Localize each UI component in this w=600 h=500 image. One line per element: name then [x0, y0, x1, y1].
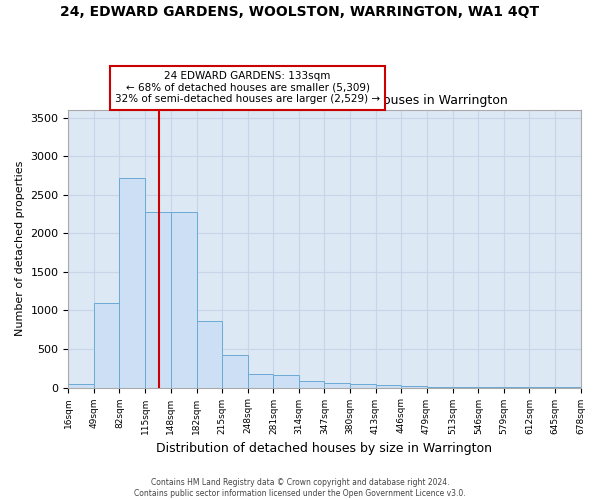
Bar — [119, 178, 145, 388]
Bar — [223, 355, 248, 388]
Bar — [427, 387, 453, 388]
Bar — [94, 302, 119, 388]
Bar — [68, 384, 94, 388]
Bar — [197, 321, 223, 388]
Title: Size of property relative to detached houses in Warrington: Size of property relative to detached ho… — [141, 94, 508, 108]
X-axis label: Distribution of detached houses by size in Warrington: Distribution of detached houses by size … — [157, 442, 493, 455]
Bar — [376, 385, 401, 388]
Text: 24 EDWARD GARDENS: 133sqm
← 68% of detached houses are smaller (5,309)
32% of se: 24 EDWARD GARDENS: 133sqm ← 68% of detac… — [115, 71, 380, 104]
Bar — [145, 212, 170, 388]
Y-axis label: Number of detached properties: Number of detached properties — [15, 161, 25, 336]
Bar — [453, 387, 478, 388]
Bar — [248, 374, 274, 388]
Text: Contains HM Land Registry data © Crown copyright and database right 2024.
Contai: Contains HM Land Registry data © Crown c… — [134, 478, 466, 498]
Bar — [350, 384, 376, 388]
Text: 24, EDWARD GARDENS, WOOLSTON, WARRINGTON, WA1 4QT: 24, EDWARD GARDENS, WOOLSTON, WARRINGTON… — [61, 5, 539, 19]
Bar — [274, 375, 299, 388]
Bar — [299, 380, 325, 388]
Bar — [170, 212, 197, 388]
Bar — [401, 386, 427, 388]
Bar — [325, 384, 350, 388]
